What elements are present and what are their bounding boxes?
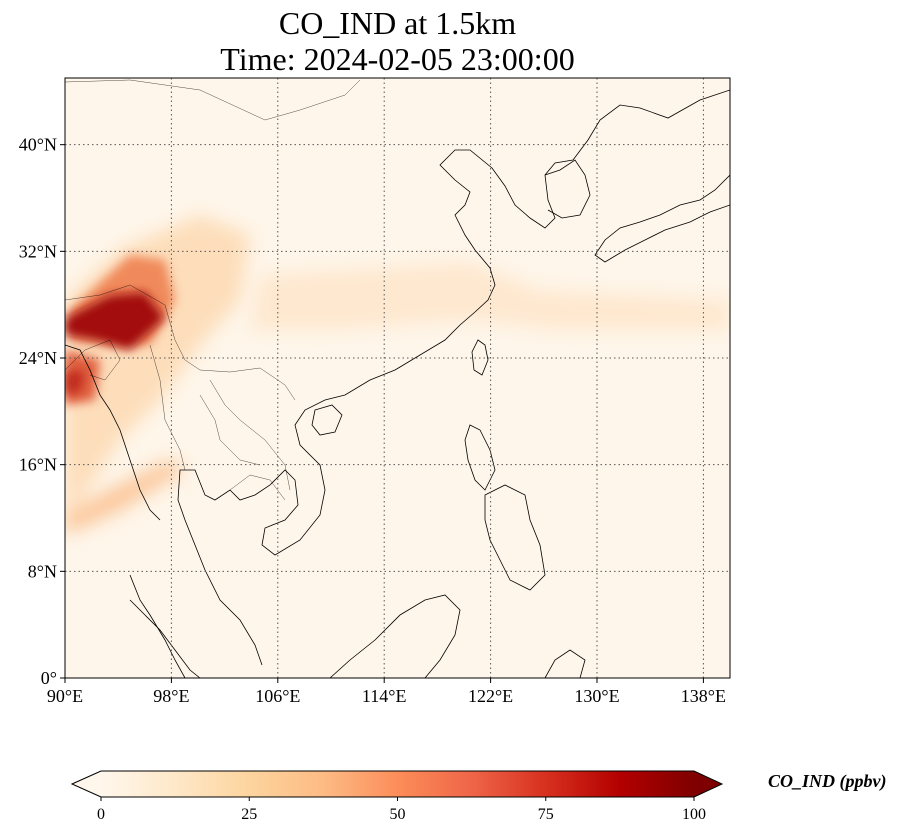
coastline-hainan bbox=[311, 404, 343, 436]
plume-core-west bbox=[65, 370, 85, 395]
coastline-borneo bbox=[329, 594, 461, 678]
map-panel: 90°E 98°E 106°E 114°E 122°E 130°E 138°E 0° 8°N 1… bbox=[19, 77, 731, 706]
country-borders bbox=[65, 79, 361, 501]
graticule bbox=[65, 78, 730, 678]
lat-tick-label: 32°N bbox=[19, 241, 57, 261]
concentration-field bbox=[65, 215, 730, 535]
latitude-ticks: 0° 8°N 16°N 24°N 32°N 40°N bbox=[19, 135, 65, 688]
border-china-himalaya bbox=[65, 284, 296, 401]
colorbar-tick-label: 0 bbox=[97, 806, 105, 823]
plume-core bbox=[65, 292, 165, 350]
lon-tick-label: 122°E bbox=[468, 686, 513, 706]
colorbar-tick-label: 75 bbox=[538, 806, 554, 823]
colorbar-tick-label: 25 bbox=[241, 806, 257, 823]
coastline-taiwan bbox=[471, 339, 489, 376]
lon-tick-label: 114°E bbox=[362, 686, 407, 706]
coastline-korea bbox=[544, 159, 591, 219]
coastline-philippines-south bbox=[484, 484, 546, 591]
border-north bbox=[65, 79, 361, 121]
colorbar-ticks: 0 25 50 75 100 bbox=[97, 797, 706, 823]
lon-tick-label: 130°E bbox=[574, 686, 619, 706]
colorbar: 0 25 50 75 100 bbox=[70, 770, 724, 823]
border-cambodia bbox=[229, 474, 286, 501]
coastline-sumatra bbox=[129, 599, 201, 678]
longitude-ticks: 90°E 98°E 106°E 114°E 122°E 130°E 138°E bbox=[47, 678, 726, 706]
border-bangladesh bbox=[65, 339, 121, 381]
lon-tick-label: 138°E bbox=[681, 686, 726, 706]
lat-tick-label: 16°N bbox=[19, 455, 57, 475]
colorbar-extend-max bbox=[694, 771, 722, 797]
lat-tick-label: 0° bbox=[41, 668, 57, 688]
coastlines bbox=[65, 89, 730, 678]
border-laos-thailand bbox=[199, 394, 261, 466]
lon-tick-label: 106°E bbox=[255, 686, 300, 706]
colorbar-label: CO_IND (ppbv) bbox=[768, 771, 887, 791]
coastline-mainland bbox=[177, 89, 730, 666]
map-frame bbox=[64, 77, 731, 679]
colorbar-tick-label: 50 bbox=[390, 806, 406, 823]
coastline-luzon bbox=[464, 424, 496, 491]
lat-tick-label: 40°N bbox=[19, 135, 57, 155]
map-title: CO_IND at 1.5km bbox=[278, 5, 517, 41]
border-laos-vietnam bbox=[209, 379, 291, 491]
lon-tick-label: 90°E bbox=[47, 686, 83, 706]
plume-south-band bbox=[65, 460, 185, 535]
lon-tick-label: 98°E bbox=[153, 686, 189, 706]
coastline-sulawesi bbox=[544, 649, 586, 678]
coastline-bay-of-bengal bbox=[65, 344, 161, 521]
border-myanmar-thailand bbox=[149, 344, 186, 471]
map-subtitle-time: Time: 2024-02-05 23:00:00 bbox=[220, 41, 575, 77]
coastline-japan bbox=[594, 174, 730, 263]
colorbar-tick-label: 100 bbox=[682, 806, 706, 823]
colorbar-gradient bbox=[101, 771, 694, 797]
lat-tick-label: 8°N bbox=[28, 561, 57, 581]
colorbar-extend-min bbox=[72, 771, 101, 797]
lat-tick-label: 24°N bbox=[19, 348, 57, 368]
